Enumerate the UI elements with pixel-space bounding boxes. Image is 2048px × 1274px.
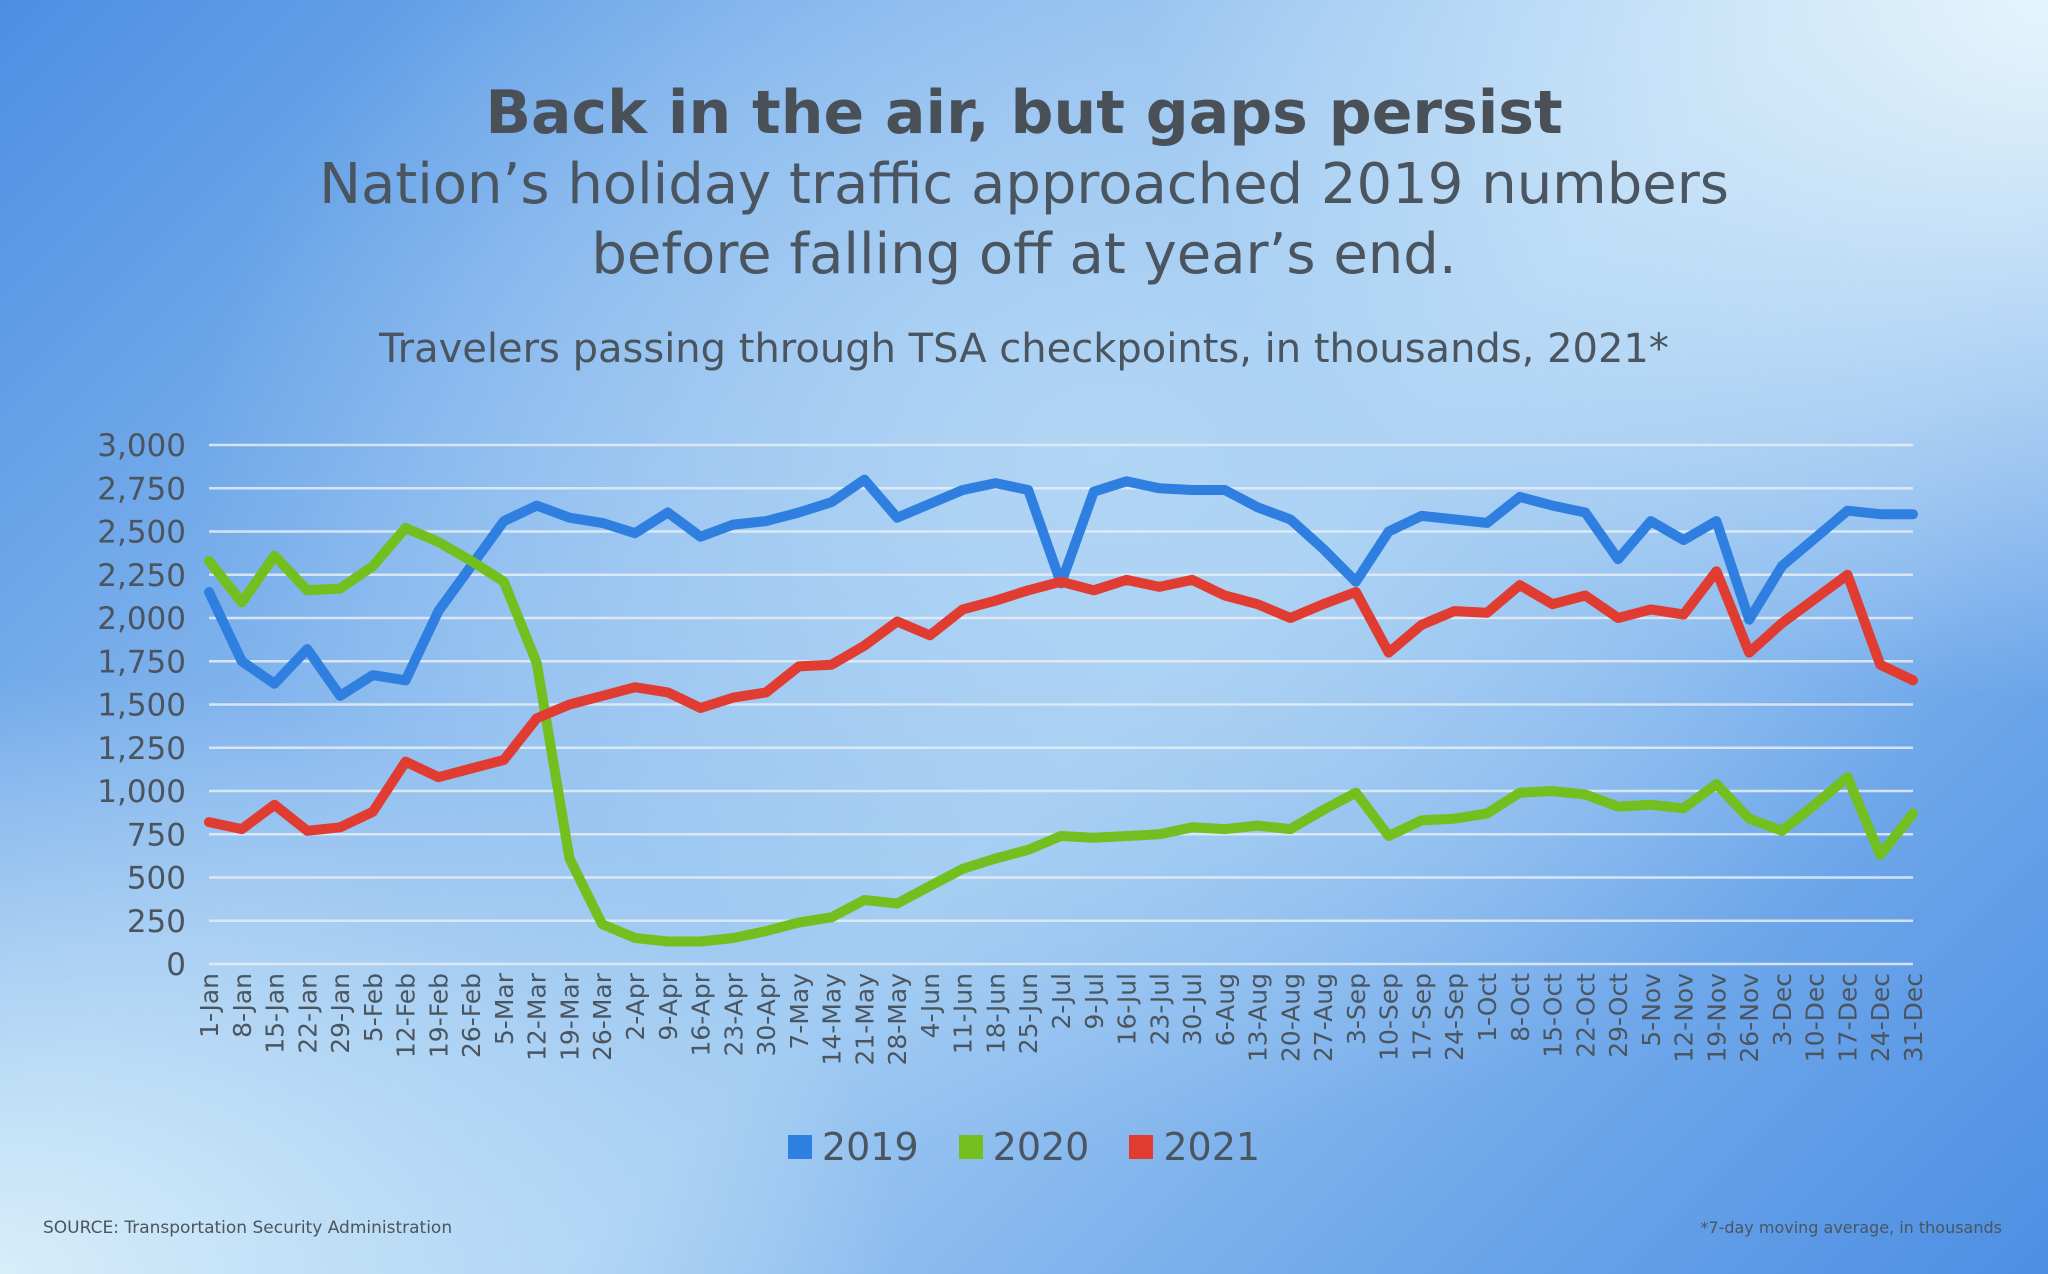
x-tick-label: 4-Jun [916, 973, 945, 1038]
x-tick-label: 10-Sep [1375, 973, 1404, 1061]
series-line-2019 [204, 474, 1918, 701]
x-tick-label: 9-Apr [654, 972, 683, 1040]
x-tick-label: 20-Aug [1276, 973, 1305, 1062]
y-tick-label: 250 [127, 904, 186, 940]
y-tick-label: 750 [127, 817, 186, 853]
x-tick-label: 12-Nov [1670, 973, 1699, 1063]
x-tick-label: 16-Apr [687, 972, 716, 1056]
y-tick-label: 2,500 [97, 515, 186, 551]
chart-subtitle: Travelers passing through TSA checkpoint… [379, 326, 1669, 372]
x-tick-label: 14-May [818, 973, 847, 1066]
subtitle-line-2: before falling off at year’s end. [591, 222, 1457, 287]
x-tick-label: 26-Mar [588, 972, 617, 1061]
x-tick-label: 15-Oct [1539, 973, 1568, 1058]
x-tick-label: 27-Aug [1309, 973, 1338, 1062]
x-tick-label: 18-Jun [981, 973, 1010, 1054]
legend-swatch [1129, 1135, 1154, 1159]
x-tick-label: 22-Oct [1571, 973, 1600, 1058]
x-tick-label: 30-Apr [752, 972, 781, 1056]
y-tick-label: 2,750 [97, 471, 186, 507]
legend-item-2020: 2020 [958, 1125, 1090, 1169]
x-tick-label: 24-Dec [1866, 973, 1895, 1062]
source-note: SOURCE: Transportation Security Administ… [43, 1218, 453, 1238]
x-tick-label: 5-Nov [1637, 973, 1666, 1047]
x-tick-label: 1-Jan [195, 973, 224, 1038]
x-tick-label: 26-Nov [1735, 973, 1764, 1063]
x-tick-label: 19-Mar [555, 972, 584, 1061]
legend-label: 2020 [992, 1125, 1090, 1169]
y-tick-label: 2,250 [97, 558, 186, 594]
legend-label: 2021 [1163, 1125, 1261, 1169]
x-tick-label: 2-Apr [621, 972, 650, 1040]
x-tick-label: 31-Dec [1899, 973, 1928, 1062]
x-tick-label: 12-Feb [392, 973, 421, 1058]
x-tick-label: 9-Jul [1080, 973, 1109, 1029]
x-tick-label: 23-Jul [1145, 973, 1174, 1045]
y-tick-label: 3,000 [97, 428, 186, 464]
subtitle-line-1: Nation’s holiday traffic approached 2019… [319, 152, 1729, 217]
legend-swatch [787, 1135, 812, 1159]
x-tick-label: 26-Feb [457, 973, 486, 1058]
y-tick-label: 0 [166, 947, 186, 983]
chart-title: Back in the air, but gaps persist [485, 78, 1563, 148]
legend-item-2021: 2021 [1129, 1125, 1260, 1169]
x-tick-label: 29-Oct [1604, 973, 1633, 1058]
footnote: *7-day moving average, in thousands [1700, 1218, 2002, 1237]
x-tick-label: 30-Jul [1178, 973, 1207, 1045]
y-tick-label: 2,000 [97, 601, 186, 637]
x-tick-label: 23-Apr [719, 972, 748, 1056]
x-tick-label: 22-Jan [293, 973, 322, 1054]
x-tick-label: 19-Feb [424, 973, 453, 1058]
x-tick-label: 13-Aug [1244, 973, 1273, 1062]
x-tick-label: 15-Jan [261, 973, 290, 1054]
x-tick-label: 1-Oct [1473, 973, 1502, 1042]
x-tick-label: 5-Feb [359, 973, 388, 1042]
y-tick-label: 1,250 [97, 731, 186, 767]
y-tick-label: 1,750 [97, 644, 186, 680]
x-tick-label: 16-Jul [1113, 973, 1142, 1045]
x-tick-label: 3-Dec [1768, 973, 1797, 1046]
x-tick-label: 19-Nov [1702, 973, 1731, 1063]
x-tick-label: 10-Dec [1801, 973, 1830, 1062]
y-tick-label: 1,000 [97, 774, 186, 810]
y-tick-label: 500 [127, 861, 186, 897]
x-tick-label: 17-Sep [1407, 973, 1436, 1061]
x-tick-label: 2-Jul [1047, 973, 1076, 1029]
chart-headline-subtitle: Nation’s holiday traffic approached 2019… [0, 150, 2048, 290]
x-tick-label: 6-Aug [1211, 973, 1240, 1046]
x-tick-label: 8-Oct [1506, 973, 1535, 1042]
x-tick-label: 24-Sep [1440, 973, 1469, 1061]
series-line-2020 [204, 523, 1918, 947]
x-tick-label: 5-Mar [490, 972, 519, 1045]
x-tick-label: 8-Jan [228, 973, 257, 1038]
legend-label: 2019 [821, 1125, 919, 1169]
x-tick-label: 11-Jun [949, 973, 978, 1054]
x-tick-label: 12-Mar [523, 972, 552, 1061]
x-tick-label: 28-May [883, 973, 912, 1066]
x-tick-label: 21-May [850, 973, 879, 1066]
x-tick-label: 3-Sep [1342, 973, 1371, 1045]
legend-swatch [958, 1135, 983, 1159]
legend: 2019 2020 2021 [0, 1125, 2048, 1169]
x-tick-label: 29-Jan [326, 973, 355, 1054]
legend-item-2019: 2019 [787, 1125, 919, 1169]
x-tick-label: 25-Jun [1014, 973, 1043, 1054]
y-tick-label: 1,500 [97, 688, 186, 724]
x-tick-label: 17-Dec [1833, 973, 1862, 1062]
x-tick-label: 7-May [785, 973, 814, 1050]
